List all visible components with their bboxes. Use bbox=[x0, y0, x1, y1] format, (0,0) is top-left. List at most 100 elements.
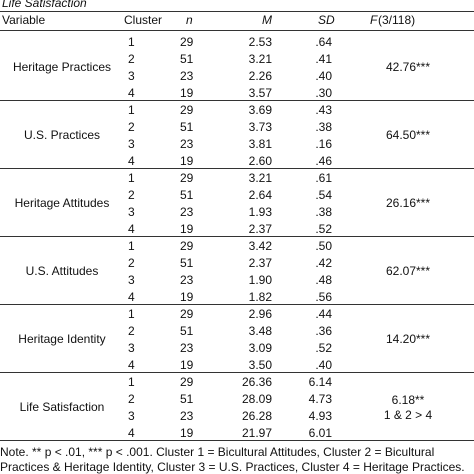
mean-cell: 3.48 bbox=[248, 324, 272, 338]
header-cell: (3/118) bbox=[378, 13, 416, 27]
mean-cell: 2.64 bbox=[248, 188, 272, 202]
cluster-cell: 1 bbox=[128, 307, 135, 321]
f-cell: 42.76*** bbox=[385, 60, 431, 74]
sd-cell: .36 bbox=[315, 324, 332, 338]
mean-cell: 3.81 bbox=[248, 137, 272, 151]
sd-cell: .52 bbox=[315, 222, 332, 236]
cluster-cell: 4 bbox=[128, 154, 135, 168]
mean-cell: 3.57 bbox=[248, 86, 272, 100]
sd-cell: 4.73 bbox=[308, 392, 332, 406]
n-cell: 51 bbox=[180, 324, 194, 338]
cluster-cell: 4 bbox=[128, 426, 135, 440]
n-cell: 23 bbox=[180, 69, 194, 83]
n-cell: 51 bbox=[180, 52, 194, 66]
sd-cell: .46 bbox=[315, 154, 332, 168]
note-line: Practices & Heritage Identity, Cluster 3… bbox=[0, 460, 465, 474]
sd-cell: .42 bbox=[315, 256, 332, 270]
variable-name: Heritage Practices bbox=[12, 60, 112, 74]
sd-cell: .48 bbox=[315, 273, 332, 287]
variable-name: U.S. Practices bbox=[23, 128, 101, 142]
header-cell: SD bbox=[318, 13, 335, 27]
n-cell: 51 bbox=[180, 188, 194, 202]
sd-cell: .40 bbox=[315, 69, 332, 83]
sd-cell: .50 bbox=[315, 239, 332, 253]
mean-cell: 2.53 bbox=[248, 35, 272, 49]
cluster-cell: 4 bbox=[128, 290, 135, 304]
cluster-cell: 1 bbox=[128, 35, 135, 49]
cluster-cell: 2 bbox=[128, 392, 135, 406]
header-cell: M bbox=[262, 13, 272, 27]
n-cell: 29 bbox=[180, 239, 194, 253]
cluster-cell: 1 bbox=[128, 239, 135, 253]
sd-cell: .43 bbox=[315, 103, 332, 117]
rule bbox=[0, 440, 474, 441]
mean-cell: 3.09 bbox=[248, 341, 272, 355]
mean-cell: 28.09 bbox=[241, 392, 272, 406]
cluster-cell: 3 bbox=[128, 205, 135, 219]
cluster-cell: 1 bbox=[128, 375, 135, 389]
n-cell: 19 bbox=[180, 358, 194, 372]
cluster-cell: 3 bbox=[128, 69, 135, 83]
header-cell: F bbox=[370, 13, 378, 27]
n-cell: 29 bbox=[180, 35, 194, 49]
n-cell: 29 bbox=[180, 171, 194, 185]
n-cell: 23 bbox=[180, 205, 194, 219]
cluster-cell: 1 bbox=[128, 103, 135, 117]
cluster-cell: 4 bbox=[128, 86, 135, 100]
n-cell: 19 bbox=[180, 426, 194, 440]
caption: Life Satisfaction bbox=[2, 0, 87, 10]
cluster-cell: 2 bbox=[128, 52, 135, 66]
sd-cell: .40 bbox=[315, 358, 332, 372]
n-cell: 51 bbox=[180, 392, 194, 406]
mean-cell: 3.21 bbox=[248, 171, 272, 185]
sd-cell: .30 bbox=[315, 86, 332, 100]
n-cell: 23 bbox=[180, 273, 194, 287]
f-cell: 14.20*** bbox=[385, 332, 431, 346]
rule bbox=[0, 30, 474, 31]
mean-cell: 1.93 bbox=[248, 205, 272, 219]
mean-cell: 2.37 bbox=[248, 256, 272, 270]
sd-cell: 6.01 bbox=[308, 426, 332, 440]
mean-cell: 1.82 bbox=[248, 290, 272, 304]
variable-name: Heritage Attitudes bbox=[14, 196, 110, 210]
n-cell: 23 bbox=[180, 137, 194, 151]
rule bbox=[0, 236, 474, 237]
n-cell: 19 bbox=[180, 154, 194, 168]
cluster-cell: 2 bbox=[128, 256, 135, 270]
rule bbox=[0, 100, 474, 101]
mean-cell: 21.97 bbox=[241, 426, 272, 440]
variable-name: U.S. Attitudes bbox=[25, 264, 99, 278]
mean-cell: 3.42 bbox=[248, 239, 272, 253]
n-cell: 23 bbox=[180, 341, 194, 355]
sd-cell: .41 bbox=[315, 52, 332, 66]
mean-cell: 3.73 bbox=[248, 120, 272, 134]
cluster-cell: 3 bbox=[128, 273, 135, 287]
header-cell: n bbox=[186, 13, 193, 27]
n-cell: 19 bbox=[180, 290, 194, 304]
sd-cell: .38 bbox=[315, 120, 332, 134]
cluster-cell: 3 bbox=[128, 137, 135, 151]
sd-cell: .16 bbox=[315, 137, 332, 151]
f-cell: 62.07*** bbox=[385, 264, 431, 278]
f-cell: 26.16*** bbox=[385, 196, 431, 210]
mean-cell: 3.69 bbox=[248, 103, 272, 117]
n-cell: 51 bbox=[180, 256, 194, 270]
sd-cell: 6.14 bbox=[308, 375, 332, 389]
mean-cell: 26.28 bbox=[241, 409, 272, 423]
rule bbox=[0, 304, 474, 305]
sd-cell: .44 bbox=[315, 307, 332, 321]
n-cell: 29 bbox=[180, 375, 194, 389]
variable-name: Heritage Identity bbox=[18, 332, 106, 346]
mean-cell: 2.37 bbox=[248, 222, 272, 236]
cluster-cell: 4 bbox=[128, 222, 135, 236]
sd-cell: .64 bbox=[315, 35, 332, 49]
sd-cell: 4.93 bbox=[308, 409, 332, 423]
mean-cell: 2.60 bbox=[248, 154, 272, 168]
mean-cell: 1.90 bbox=[248, 273, 272, 287]
mean-cell: 26.36 bbox=[241, 375, 272, 389]
mean-cell: 3.50 bbox=[248, 358, 272, 372]
sd-cell: .38 bbox=[315, 205, 332, 219]
rule bbox=[0, 168, 474, 169]
mean-cell: 2.26 bbox=[248, 69, 272, 83]
